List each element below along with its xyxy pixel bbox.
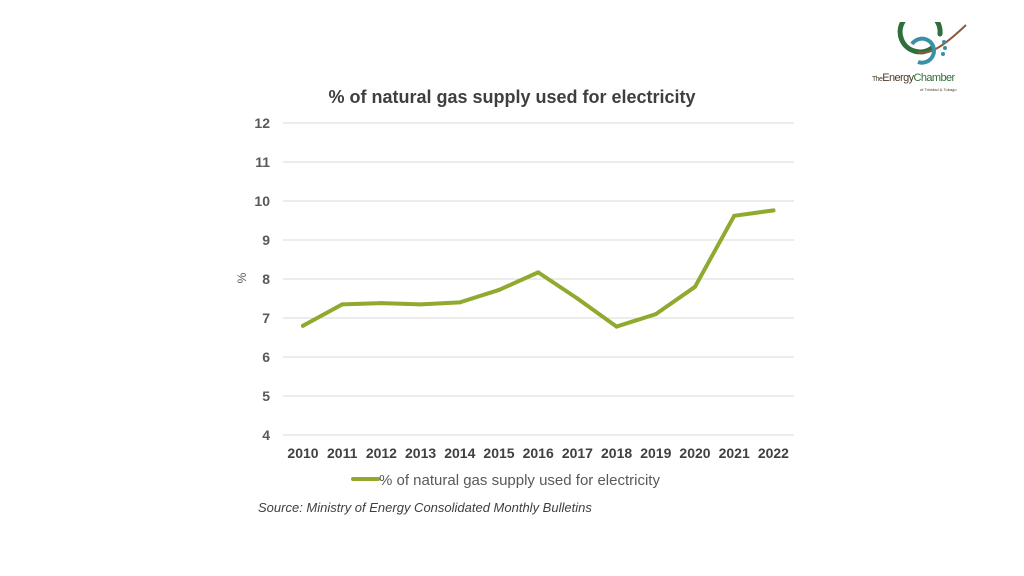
energy-chamber-logo: TheEnergyChamber of Trinidad & Tobago [868, 22, 986, 98]
y-tick-label: 8 [262, 271, 270, 287]
logo-wordmark: TheEnergyChamber [872, 72, 955, 84]
data-point [340, 302, 345, 307]
y-tick-label: 7 [262, 310, 270, 326]
chart-title: % of natural gas supply used for electri… [328, 87, 695, 107]
x-tick-label: 2015 [483, 445, 514, 461]
logo-subtitle: of Trinidad & Tobago [920, 87, 957, 92]
logo-the: The [872, 76, 883, 83]
logo-chamber: Chamber [913, 72, 956, 84]
x-tick-label: 2014 [444, 445, 475, 461]
y-tick-label: 9 [262, 232, 270, 248]
source-note: Source: Ministry of Energy Consolidated … [258, 500, 592, 515]
data-point [653, 312, 658, 317]
x-tick-label: 2021 [719, 445, 750, 461]
y-tick-label: 10 [254, 193, 270, 209]
data-point [301, 323, 305, 328]
data-point [732, 213, 737, 218]
data-point [693, 284, 697, 289]
y-tick-label: 11 [255, 154, 270, 170]
x-tick-label: 2012 [366, 445, 397, 461]
x-tick-label: 2018 [601, 445, 632, 461]
data-point [771, 208, 776, 213]
logo-mark-icon [897, 22, 967, 65]
y-tick-label: 12 [254, 115, 270, 131]
data-point [614, 324, 619, 329]
series-layer [301, 208, 776, 329]
x-tick-label: 2019 [640, 445, 671, 461]
data-point [379, 301, 384, 306]
data-point [418, 302, 423, 307]
legend: % of natural gas supply used for electri… [351, 472, 660, 489]
data-point [457, 300, 462, 305]
x-tick-label: 2010 [287, 445, 318, 461]
y-tick-label: 6 [262, 349, 270, 365]
data-point [536, 270, 541, 275]
x-tick-label: 2020 [679, 445, 710, 461]
x-tick-label: 2016 [523, 445, 554, 461]
x-tick-label: 2022 [758, 445, 789, 461]
series-line [301, 208, 776, 329]
logo-energy: Energy [882, 72, 914, 84]
data-point [575, 296, 580, 301]
data-point [497, 287, 501, 292]
y-axis-ticks: 4 5 6 7 8 9 10 11 12 [254, 115, 270, 443]
legend-label: % of natural gas supply used for electri… [379, 472, 660, 489]
x-tick-label: 2017 [562, 445, 593, 461]
x-axis-ticks: 2010 2011 2012 2013 2014 2015 2016 2017 2018 2019… [287, 445, 789, 461]
y-axis-label: % [235, 272, 249, 283]
x-tick-label: 2013 [405, 445, 436, 461]
y-tick-label: 4 [262, 427, 270, 443]
gridlines [283, 122, 794, 436]
y-tick-label: 5 [262, 388, 270, 404]
x-tick-label: 2011 [327, 445, 358, 461]
